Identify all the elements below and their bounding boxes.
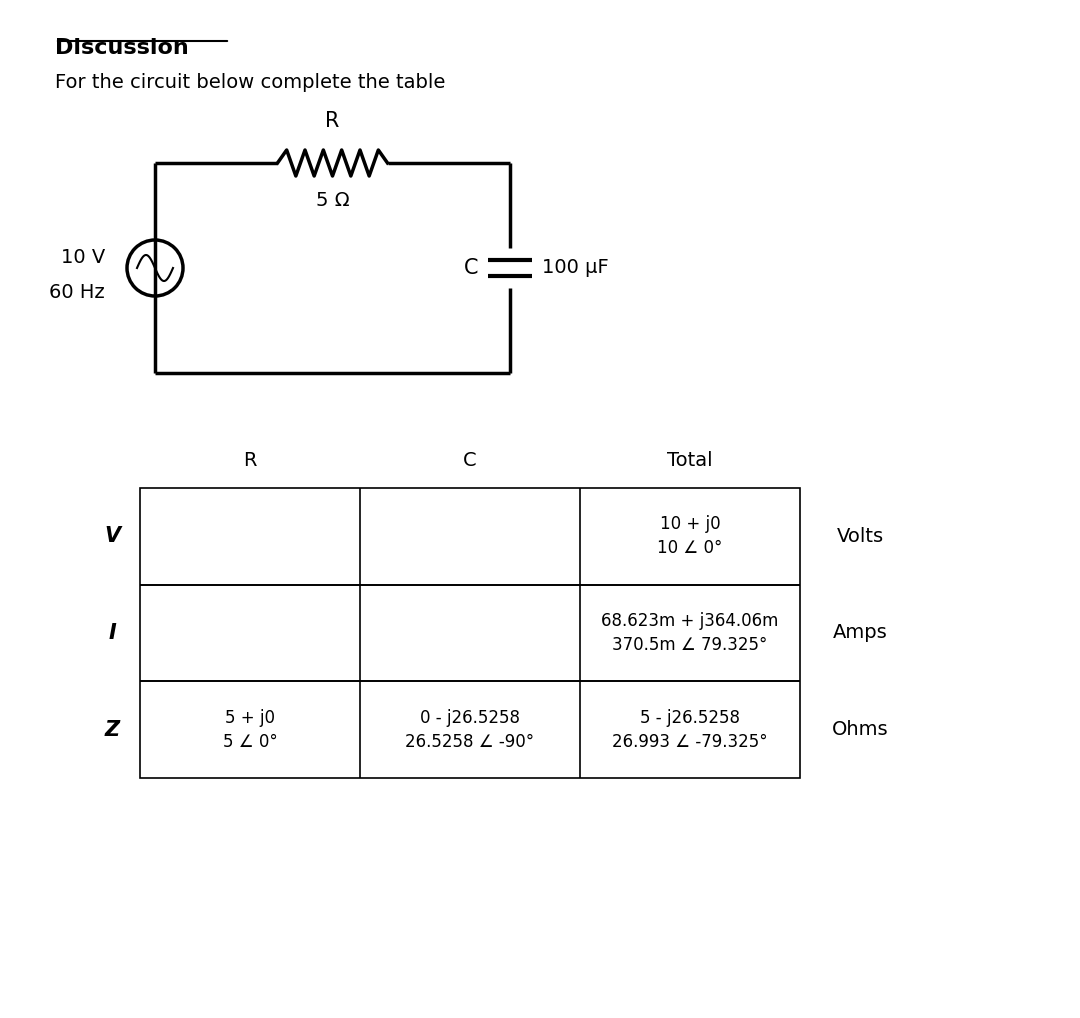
Text: 68.623m + j364.06m: 68.623m + j364.06m — [602, 612, 779, 630]
Text: Amps: Amps — [833, 623, 888, 642]
Text: 370.5m ∠ 79.325°: 370.5m ∠ 79.325° — [612, 636, 768, 654]
Text: 26.993 ∠ -79.325°: 26.993 ∠ -79.325° — [612, 733, 768, 750]
Text: 60 Hz: 60 Hz — [50, 283, 105, 302]
Text: Z: Z — [105, 720, 120, 740]
Bar — [140, 488, 800, 778]
Text: 0 - j26.5258: 0 - j26.5258 — [420, 709, 519, 727]
Text: Ohms: Ohms — [832, 720, 889, 739]
Text: 5 + j0: 5 + j0 — [225, 709, 275, 727]
Text: 5 Ω: 5 Ω — [315, 191, 349, 210]
Text: R: R — [243, 451, 257, 470]
Text: C: C — [463, 258, 478, 278]
Text: V: V — [105, 526, 121, 547]
Text: 100 μF: 100 μF — [542, 259, 609, 278]
Text: R: R — [325, 111, 340, 131]
Text: 10 + j0: 10 + j0 — [660, 515, 720, 533]
Text: Total: Total — [667, 451, 713, 470]
Text: C: C — [463, 451, 476, 470]
Text: Discussion: Discussion — [55, 38, 189, 58]
Text: 10 V: 10 V — [60, 248, 105, 268]
Text: I: I — [109, 623, 117, 643]
Text: 5 - j26.5258: 5 - j26.5258 — [640, 709, 740, 727]
Text: Volts: Volts — [836, 527, 883, 546]
Text: 10 ∠ 0°: 10 ∠ 0° — [658, 540, 723, 557]
Text: 5 ∠ 0°: 5 ∠ 0° — [222, 733, 278, 750]
Text: 26.5258 ∠ -90°: 26.5258 ∠ -90° — [405, 733, 535, 750]
Text: For the circuit below complete the table: For the circuit below complete the table — [55, 73, 445, 92]
